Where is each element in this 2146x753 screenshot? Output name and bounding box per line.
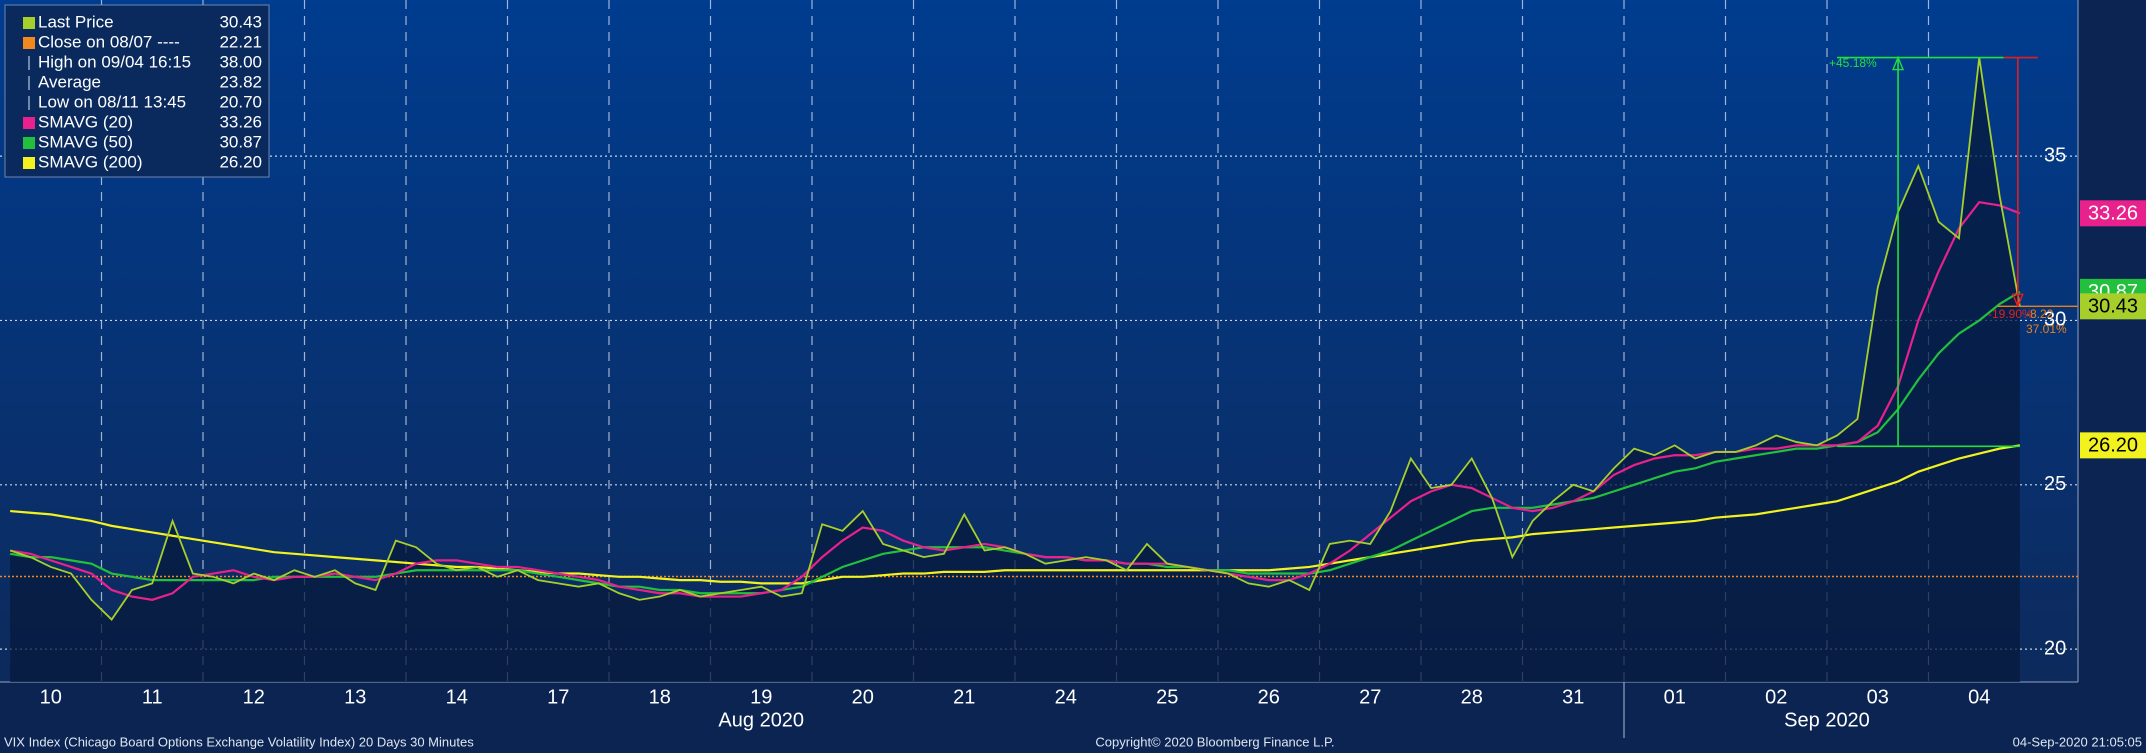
x-tick-label: 03 [1867,686,1889,708]
x-tick-label: 17 [547,686,569,708]
legend-value: 30.87 [219,132,262,151]
legend-value: 22.21 [219,32,262,51]
legend-swatch [23,137,35,149]
legend-swatch [23,37,35,49]
legend-value: 38.00 [219,52,262,71]
legend-value: 30.43 [219,12,262,31]
legend-name: Close on 08/07 ---- [38,32,180,51]
x-tick-label: 31 [1562,686,1584,708]
x-tick-label: 26 [1258,686,1280,708]
legend-name: SMAVG (20) [38,112,133,131]
value-tag [2080,200,2146,227]
x-tick-label: 20 [852,686,874,708]
legend-swatch [23,17,35,29]
x-tick-label: 01 [1664,686,1686,708]
x-tick-label: 12 [243,686,265,708]
series-line [9,57,2021,621]
legend-value: 33.26 [219,112,262,131]
x-tick-label: 18 [649,686,671,708]
y-tick-label: 30 [2044,309,2066,331]
x-tick-label: 24 [1055,686,1077,708]
footer-center: Copyright© 2020 Bloomberg Finance L.P. [1095,734,1334,749]
x-tick-label: 19 [750,686,772,708]
y-tick-label: 25 [2044,473,2066,495]
legend-name: High on 09/04 16:15 [38,52,191,71]
legend: Last Price 30.43 Close on 08/07 ---- 22.21 H… [4,4,270,178]
legend-swatch [23,117,35,129]
value-tag-label: 30.43 [2088,296,2138,318]
annotation: -8.22 [2026,307,2054,321]
legend-name: SMAVG (50) [38,132,133,151]
footer-right: 04-Sep-2020 21:05:05 [2013,734,2142,749]
price-area [10,57,2020,683]
legend-name: Last Price [38,12,114,31]
value-tag-label: 33.26 [2088,203,2138,225]
value-tag-label: 26.20 [2088,435,2138,457]
x-tick-label: 11 [142,686,163,708]
y-tick-label: 20 [2044,637,2066,659]
legend-value: 23.82 [219,72,262,91]
month-label: Aug 2020 [718,709,804,731]
x-tick-label: 14 [446,686,468,708]
annotation: +45.18% [1829,56,1877,70]
month-label: Sep 2020 [1784,709,1870,731]
x-tick-label: 02 [1765,686,1787,708]
legend-name: Average [38,72,101,91]
legend-value: 26.20 [219,152,262,171]
legend-value: 20.70 [219,92,262,111]
legend-swatch [23,157,35,169]
x-tick-label: 21 [953,686,975,708]
annotation: -19.90% [1988,307,2033,321]
x-tick-label: 04 [1968,686,1990,708]
legend-box [4,4,270,178]
x-tick-label: 13 [344,686,366,708]
x-tick-label: 28 [1461,686,1483,708]
series-line [10,444,2021,585]
y-tick-label: 35 [2044,144,2066,166]
footer-left: VIX Index (Chicago Board Options Exchang… [4,734,474,749]
value-tag [2080,432,2146,459]
x-tick-label: 27 [1359,686,1381,708]
legend-name: Low on 08/11 13:45 [38,92,186,111]
x-tick-label: 10 [40,686,62,708]
measure-arrow-down [2011,293,2024,309]
x-tick-label: 25 [1156,686,1178,708]
value-tag [2080,293,2146,320]
measure-arrow-up [1892,55,1905,71]
annotation: 37.01% [2026,322,2067,336]
legend-name: SMAVG (200) [38,152,143,171]
